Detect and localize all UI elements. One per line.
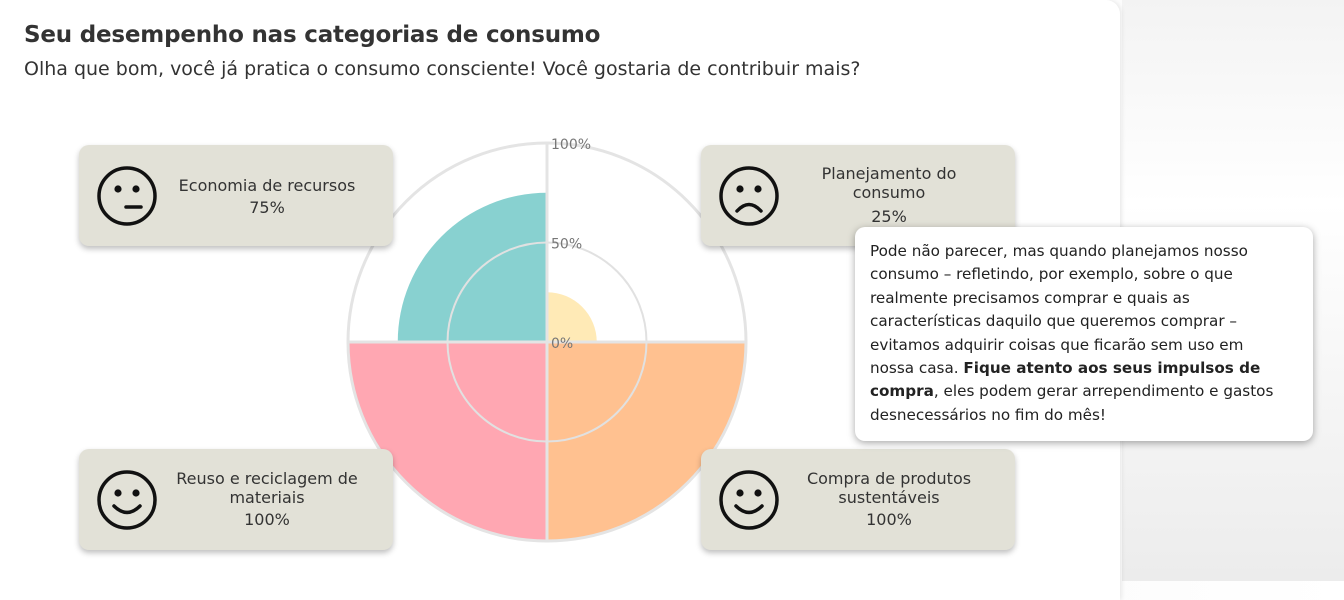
- card-label-line-2: materiais: [229, 488, 305, 507]
- tick-label: 0%: [551, 336, 573, 352]
- card-label: Reuso e reciclagem de materiais: [161, 469, 373, 507]
- card-label-line-1: Reuso e reciclagem de: [176, 469, 358, 488]
- tooltip-text: Pode não parecer, mas quando planejamos …: [870, 242, 1248, 378]
- sad-face-icon: [719, 166, 779, 226]
- page-subtitle: Olha que bom, você já pratica o consumo …: [24, 58, 861, 80]
- tooltip-text-bold: Fique atento aos seus impulsos de compra: [870, 359, 1261, 401]
- card-label: Compra de produtos sustentáveis: [783, 469, 995, 507]
- tooltip-text-end: , eles podem gerar arrependimento e gast…: [870, 382, 1274, 424]
- happy-face-icon: [719, 470, 779, 530]
- neutral-face-icon: [97, 166, 157, 226]
- planejamento-tooltip: Pode não parecer, mas quando planejamos …: [855, 227, 1313, 441]
- card-value: 100%: [866, 510, 912, 529]
- card-label-line-1: Compra de produtos: [806, 469, 972, 488]
- card-label-line-2: sustentáveis: [838, 488, 940, 507]
- card-compra-de-produtos-sustentaveis[interactable]: Compra de produtos sustentáveis 100%: [701, 449, 1015, 550]
- card-label: Economia de recursos: [178, 176, 356, 195]
- happy-face-icon: [97, 470, 157, 530]
- slice-reuso-e-reciclagem: [348, 342, 547, 541]
- card-economia-de-recursos[interactable]: Economia de recursos 75%: [79, 145, 393, 246]
- tick-label: 100%: [551, 137, 591, 153]
- card-value: 25%: [871, 207, 907, 226]
- page-title: Seu desempenho nas categorias de consumo: [24, 22, 601, 48]
- card-value: 100%: [244, 510, 290, 529]
- card-label: Planejamento do consumo: [783, 164, 995, 202]
- slice-economia-de-recursos: [397, 192, 547, 342]
- card-label-line-1: Planejamento do: [821, 164, 957, 183]
- polar-area-chart: 0% 50% 100%: [346, 137, 748, 543]
- card-label-line-2: consumo: [852, 183, 926, 202]
- slice-planejamento-do-consumo: [547, 292, 597, 342]
- card-value: 75%: [249, 198, 285, 217]
- slice-compra-de-produtos-sustentaveis: [547, 342, 746, 541]
- card-reuso-e-reciclagem[interactable]: Reuso e reciclagem de materiais 100%: [79, 449, 393, 550]
- tick-label: 50%: [551, 237, 582, 253]
